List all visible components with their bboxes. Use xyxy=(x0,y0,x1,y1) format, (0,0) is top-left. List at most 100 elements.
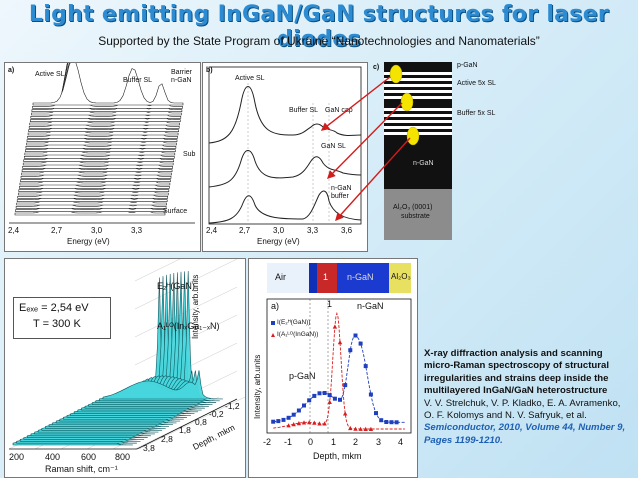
red-data-point xyxy=(368,426,374,431)
panel-b-spectrum-bottom xyxy=(208,190,362,224)
depth-xlabel: Depth, mkm xyxy=(313,451,362,461)
superlattice-layer xyxy=(384,78,452,81)
layer-label-1: 1 xyxy=(323,272,329,282)
blue-data-point xyxy=(302,403,306,408)
panel-a-label-barrier: Barrier xyxy=(171,69,193,76)
raman-temperature: T = 300 K xyxy=(33,318,81,330)
panel-b-spectrum-top xyxy=(208,86,362,144)
superlattice-layer xyxy=(384,84,452,87)
raman-conditions-box xyxy=(13,297,111,339)
red-data-point xyxy=(348,425,353,431)
panel-b-label-cap: GaN cap xyxy=(325,107,353,114)
raman-depth-tick-0: 3,8 xyxy=(143,443,155,453)
red-data-point xyxy=(353,426,358,431)
layer-band-blue-right xyxy=(337,263,389,293)
description-reference: Semiconductor, 2010, Volume 44, Number 9… xyxy=(424,422,626,446)
page-title: Light emitting InGaN/GaN structures for … xyxy=(28,2,610,52)
panel-c-label-substrate2: substrate xyxy=(401,213,430,220)
depth-peak-1-label: 1 xyxy=(327,299,333,309)
layer-label-al2o3: Al₂O₃ xyxy=(391,272,411,281)
panel-depth-graphic xyxy=(266,263,412,434)
raman-exc-energy: Eₑₓₑ = 2,54 eV xyxy=(19,302,89,314)
superlattice-layer xyxy=(384,114,452,117)
raman-depth-tick-3: 0,8 xyxy=(195,417,207,427)
raman-a1-label: A₁ᴸᴼ(InₓGa₁₋ₓN) xyxy=(157,321,220,331)
blue-data-point xyxy=(286,415,291,420)
panel-c-label-pgan: p-GaN xyxy=(457,62,478,69)
layer-label-ngan: n-GaN xyxy=(347,272,374,282)
blue-data-point xyxy=(363,364,368,369)
panel-a-curves xyxy=(14,63,184,216)
blue-data-point xyxy=(389,420,394,425)
panel-a-trace xyxy=(32,63,184,106)
raman-curves xyxy=(12,270,224,446)
raman-gridline xyxy=(134,286,238,338)
blue-data-point xyxy=(327,393,332,398)
panel-a-graphic xyxy=(9,63,195,224)
page-subtitle: Supported by the State Program of Ukrain… xyxy=(98,34,540,48)
depth-legend-1: I(E₂ᴴ(GaN)) xyxy=(277,319,311,326)
panel-a-xlabel: Energy (eV) xyxy=(67,237,110,246)
depth-xtick-1: -1 xyxy=(284,437,293,447)
blue-data-point xyxy=(307,398,312,403)
raman-gridline xyxy=(134,259,181,282)
depth-ylabel: Intensity, arb.units xyxy=(253,354,262,419)
panel-raman-graphic xyxy=(8,259,245,450)
raman-xtick-0: 200 xyxy=(9,452,25,462)
panel-b-xtick-4: 3,6 xyxy=(341,226,353,235)
panel-a-label-sub: Sub xyxy=(183,151,196,158)
depth-xtick-6: 4 xyxy=(398,437,404,447)
panel-b-graphic xyxy=(208,66,362,225)
blue-data-point xyxy=(276,419,281,424)
blue-data-point xyxy=(394,420,399,425)
raman-ylabel: Intensity, arb.units xyxy=(191,274,200,339)
blue-data-point xyxy=(343,383,348,388)
blue-data-point xyxy=(348,348,353,353)
blue-data-point xyxy=(281,417,286,422)
blue-data-point xyxy=(332,396,337,401)
depth-xtick-5: 3 xyxy=(376,437,382,447)
panel-b-letter: b) xyxy=(206,67,213,74)
red-data-point xyxy=(332,324,338,329)
legend-red-marker xyxy=(271,333,275,337)
blue-data-point xyxy=(312,393,317,398)
panel-c-label-substrate1: Al₂O₃ (0001) xyxy=(393,204,433,211)
blue-data-point xyxy=(368,392,373,397)
panel-b-label-gansl: GaN SL xyxy=(321,143,346,150)
panel-raman-3d: Eₑₓₑ = 2,54 eV T = 300 K E₂ᴴ(GaN) A₁ᴸᴼ(I… xyxy=(4,258,246,478)
superlattice-layer xyxy=(384,126,452,129)
superlattice-layer xyxy=(384,96,452,99)
panel-a-label-active: Active SL xyxy=(35,71,65,78)
blue-data-point xyxy=(338,397,342,402)
superlattice-layer xyxy=(384,90,452,93)
panel-a-letter: a) xyxy=(8,67,15,74)
panel-b-xlabel: Energy (eV) xyxy=(257,237,300,246)
raman-e2-label: E₂ᴴ(GaN) xyxy=(157,281,195,291)
panel-a-xtick-2: 3,0 xyxy=(91,226,103,235)
panel-c-letter: c) xyxy=(373,64,380,71)
panel-a-label-buffer: Buffer SL xyxy=(123,77,153,84)
red-data-point xyxy=(312,420,317,425)
depth-xtick-4: 2 xyxy=(353,437,359,447)
panel-a-xtick-3: 3,3 xyxy=(131,226,143,235)
panel-a-xtick-0: 2,4 xyxy=(8,226,20,235)
panel-a-label-ngan: n-GaN xyxy=(171,77,192,84)
superlattice-layer xyxy=(384,108,452,111)
red-data-point xyxy=(337,340,343,345)
blue-data-point xyxy=(291,412,296,417)
panel-c-graphic xyxy=(384,62,452,240)
superlattice-layer xyxy=(384,72,452,75)
raman-xlabel: Raman shift, cm⁻¹ xyxy=(45,464,118,474)
depth-legend-2: I(A₁ᴸᴼ(InGaN)) xyxy=(277,331,319,338)
depth-red-curve xyxy=(273,311,405,430)
panel-b-xtick-0: 2,4 xyxy=(206,226,218,235)
blue-data-point xyxy=(384,420,389,424)
panel-depth-profile: Air 1 n-GaN Al₂O₃ a) Intensity, arb.unit… xyxy=(248,258,418,478)
raman-xtick-3: 800 xyxy=(115,452,131,462)
panel-a-pl-spectra: a) Active SL Buffer SL Barrier n-GaN Sub… xyxy=(4,62,201,252)
marker-ngan xyxy=(406,126,420,146)
raman-gridline xyxy=(134,259,238,310)
raman-trace xyxy=(102,370,224,400)
depth-ngan-label: n-GaN xyxy=(357,301,384,311)
blue-data-point xyxy=(374,411,378,416)
